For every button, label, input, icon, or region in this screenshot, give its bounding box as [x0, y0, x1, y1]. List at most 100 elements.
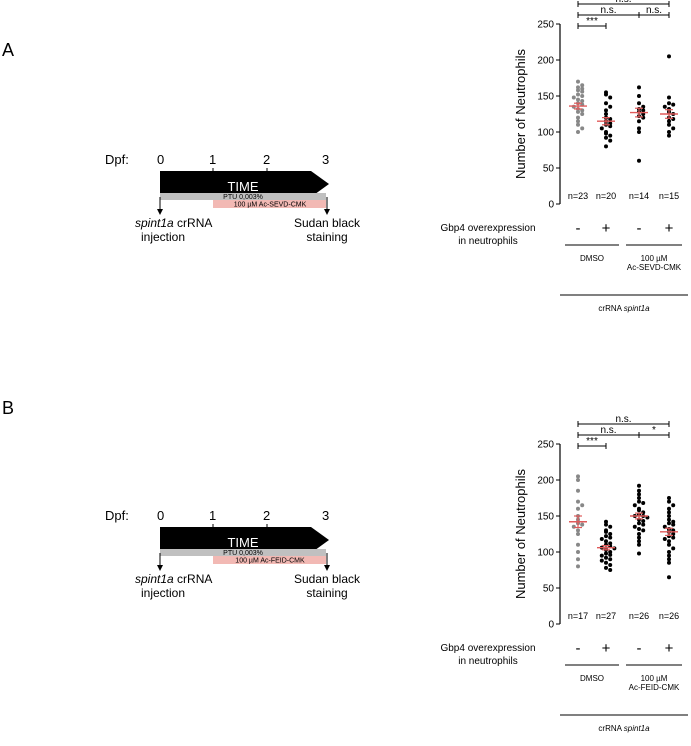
y-tick-label: 100 [537, 128, 554, 139]
treatment-label: 100 µM Ac-SEVD-CMK [234, 202, 307, 209]
data-point [641, 108, 646, 113]
n-label: n=17 [568, 611, 588, 621]
data-point [576, 478, 580, 482]
ptu-bar [160, 193, 326, 200]
data-point [632, 503, 637, 508]
data-point [576, 115, 580, 120]
overexpression-label: in neutrophils [458, 236, 517, 247]
data-point [637, 119, 641, 124]
significance-label: * [652, 425, 656, 436]
data-point [604, 529, 608, 534]
data-point [604, 565, 608, 570]
data-point [604, 522, 608, 527]
data-point [604, 555, 608, 560]
crrna-label-italic: spint1a [624, 304, 650, 313]
data-point [637, 542, 641, 547]
crrna-label-plain: crRNA [598, 724, 623, 733]
panel-a-letter: A [2, 40, 15, 60]
data-point [667, 130, 671, 134]
data-point [576, 542, 580, 547]
data-point [637, 551, 641, 556]
data-point [576, 488, 580, 493]
treatment-bar [213, 200, 326, 208]
time-arrow-label: TIME [227, 179, 258, 194]
treatment-group-label: DMSO [580, 254, 604, 263]
data-point [576, 122, 580, 127]
data-point [571, 95, 576, 100]
data-point [608, 532, 613, 536]
start-event-label: spint1a crRNA [135, 216, 212, 230]
data-point [576, 119, 580, 124]
data-point [667, 553, 671, 558]
data-point [576, 499, 580, 504]
data-point [604, 144, 608, 149]
treatment-group-label: Ac-FEID-CMK [629, 683, 680, 692]
crrna-group-label: crRNA spint1a [598, 724, 650, 733]
data-point [576, 564, 580, 569]
data-point [580, 522, 585, 527]
time-arrow [160, 527, 329, 553]
overexpression-label: Gbp4 overexpression [440, 223, 535, 234]
data-point [637, 539, 641, 544]
y-tick-label: 150 [537, 92, 554, 103]
y-tick-label: 0 [548, 200, 554, 211]
overexpression-label: Gbp4 overexpression [440, 643, 535, 654]
data-point [662, 104, 667, 109]
data-point [604, 108, 608, 113]
y-axis-label: Number of Neutrophils [513, 468, 528, 599]
data-point [637, 508, 641, 513]
data-point [576, 92, 580, 97]
data-point [580, 99, 585, 104]
treatment-group-label: 100 µM [641, 674, 668, 683]
n-label: n=14 [629, 191, 649, 201]
significance-label: n.s. [600, 425, 616, 436]
data-point [580, 86, 585, 91]
end-event-label-line2: staining [306, 230, 347, 244]
overexpression-sign: + [665, 220, 674, 237]
data-point [604, 560, 608, 565]
ptu-label: PTU 0,003% [223, 194, 263, 201]
data-point [641, 501, 646, 506]
data-point [608, 524, 613, 529]
ptu-label: PTU 0,003% [223, 550, 263, 557]
data-point [671, 522, 676, 527]
crrna-label-italic: spint1a [624, 724, 650, 733]
time-arrow-label: TIME [227, 535, 258, 550]
tick-label-3: 3 [322, 152, 329, 167]
panel-b-letter: B [2, 398, 15, 418]
data-point [580, 112, 585, 116]
end-event-label-line2: staining [306, 586, 347, 600]
data-point [608, 550, 613, 554]
treatment-group-label: 100 µM [641, 254, 668, 263]
data-point [576, 506, 580, 511]
data-point [604, 135, 608, 140]
data-point [667, 506, 671, 511]
data-point [667, 95, 671, 100]
data-point [608, 568, 613, 572]
data-point [671, 535, 676, 540]
y-tick-label: 200 [537, 56, 554, 67]
data-point [667, 119, 671, 124]
data-point [599, 553, 604, 558]
end-event-label-line1: Sudan black [294, 216, 361, 230]
data-point [641, 522, 646, 527]
data-point [637, 130, 641, 134]
data-point [667, 539, 671, 544]
data-point [667, 517, 671, 522]
data-point [637, 499, 641, 504]
data-point [671, 519, 676, 524]
start-event-label-line2: injection [141, 586, 185, 600]
overexpression-sign: - [637, 220, 642, 237]
tick-label-0: 0 [157, 152, 164, 167]
data-point [671, 102, 676, 107]
data-point [608, 562, 613, 567]
n-label: n=23 [568, 191, 588, 201]
data-point [580, 126, 585, 131]
data-point [637, 535, 641, 540]
data-point [667, 133, 671, 138]
significance-label: n.s. [600, 5, 616, 16]
data-point [637, 94, 641, 98]
y-tick-label: 50 [543, 584, 555, 595]
overexpression-sign: + [665, 640, 674, 657]
